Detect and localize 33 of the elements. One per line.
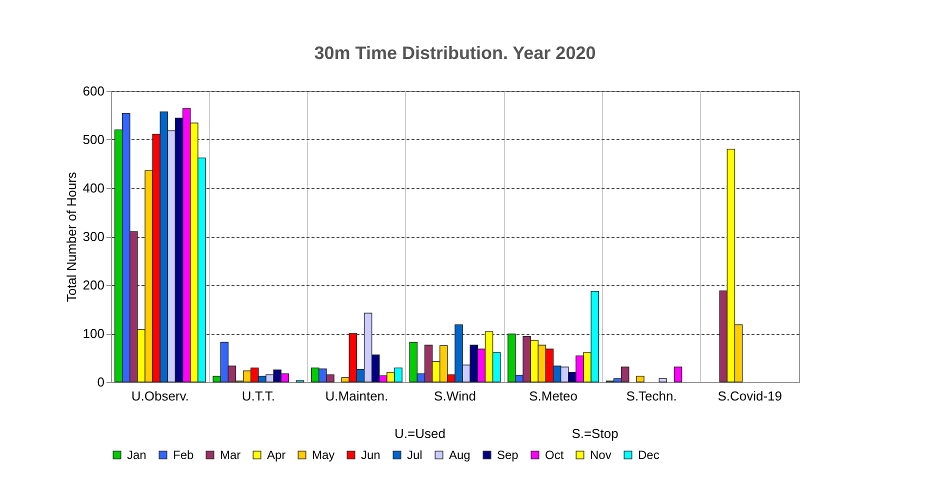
x-tick-label: U.Mainten.	[325, 388, 388, 404]
legend-label: Jun	[361, 448, 380, 462]
legend-label: Oct	[545, 448, 564, 462]
legend-label: Nov	[590, 448, 612, 462]
y-tick-label: 0	[97, 374, 104, 390]
legend-label: Sep	[497, 448, 519, 462]
y-tick-label: 200	[82, 278, 104, 292]
legend-label: Feb	[173, 448, 194, 462]
x-tick-label: S.Wind	[434, 388, 476, 404]
text: U.=Used	[394, 426, 446, 441]
y-tick-label: 600	[82, 84, 104, 98]
text: S.=Stop	[572, 426, 618, 441]
y-axis-title: Total Number of Hours	[64, 171, 79, 302]
legend-label: Apr	[267, 448, 286, 462]
y-tick-label: 400	[82, 180, 104, 196]
bar	[658, 378, 668, 382]
legend-label: Aug	[449, 448, 470, 462]
legend-label: May	[312, 448, 335, 462]
legend-label: Jul	[407, 448, 422, 462]
y-tick-label: 100	[82, 326, 104, 341]
x-tick-label: S.Techn.	[626, 388, 677, 404]
legend-label: Jan	[127, 448, 146, 462]
x-tick-label: S.Meteo	[529, 388, 578, 404]
y-tick-label: 500	[82, 132, 104, 147]
x-tick-label: U.T.T.	[242, 388, 276, 404]
legend-label: Dec	[638, 448, 660, 462]
bar	[636, 376, 644, 382]
bar	[674, 366, 682, 382]
x-tick-label: U.Observ.	[131, 388, 189, 404]
x-tick-label: S.Covid-19	[718, 388, 782, 404]
y-tick-label: 300	[82, 229, 104, 244]
chart-title: 30m Time Distribution. Year 2020	[314, 43, 596, 63]
legend-label: Mar	[220, 448, 241, 462]
